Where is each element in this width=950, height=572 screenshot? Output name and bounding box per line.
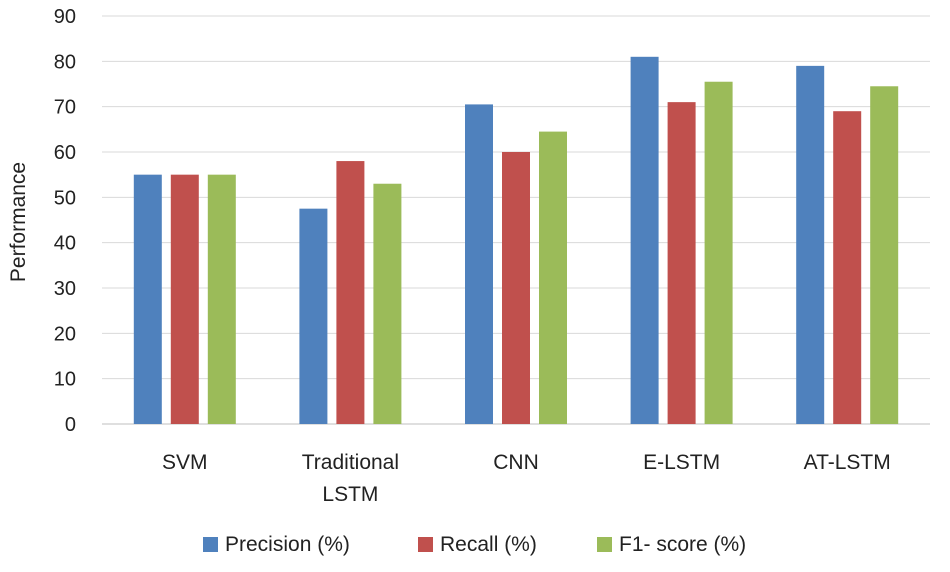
y-tick-label: 80 xyxy=(54,51,76,73)
legend-swatch xyxy=(203,537,218,552)
bar-f1-score-1 xyxy=(373,183,402,424)
bar-f1-score-4 xyxy=(870,86,899,425)
legend-swatch xyxy=(418,537,433,552)
legend: Precision (%) Recall (%) F1- score (%) xyxy=(203,533,746,556)
legend-label: F1- score (%) xyxy=(619,533,746,556)
bar-precision-4 xyxy=(796,65,825,424)
bar-recall-2 xyxy=(502,152,530,424)
x-axis-category-labels: SVM Traditional LSTM CNN E-LSTM AT-LSTM xyxy=(162,451,891,506)
y-tick-label: 30 xyxy=(54,278,76,300)
y-tick-label: 90 xyxy=(54,6,76,28)
bar-precision-2 xyxy=(465,104,493,425)
y-tick-label: 50 xyxy=(54,187,76,209)
x-category-label: CNN xyxy=(493,451,539,474)
x-category-label: AT-LSTM xyxy=(804,451,891,474)
bar-recall-4 xyxy=(833,111,862,424)
y-tick-label: 0 xyxy=(65,414,76,436)
bar-recall-3 xyxy=(667,102,696,424)
legend-label: Recall (%) xyxy=(440,533,537,556)
y-tick-label: 20 xyxy=(54,323,76,345)
legend-label: Precision (%) xyxy=(225,533,350,556)
x-category-label: E-LSTM xyxy=(643,451,720,474)
y-axis-label: Performance xyxy=(7,162,30,282)
x-category-label: SVM xyxy=(162,451,208,474)
legend-swatch xyxy=(597,537,612,552)
bar-f1-score-0 xyxy=(207,174,236,424)
y-tick-label: 60 xyxy=(54,142,76,164)
y-tick-label: 10 xyxy=(54,369,76,391)
bar-precision-3 xyxy=(630,56,659,425)
y-axis-tick-labels: 0 10 20 30 40 50 60 70 80 90 xyxy=(54,6,76,436)
bars xyxy=(133,56,899,425)
y-tick-label: 70 xyxy=(54,97,76,119)
bar-recall-1 xyxy=(336,161,365,425)
bar-recall-0 xyxy=(170,174,199,424)
y-tick-label: 40 xyxy=(54,233,76,255)
bar-precision-1 xyxy=(299,208,328,424)
bar-f1-score-2 xyxy=(539,131,567,424)
x-category-label: Traditional LSTM xyxy=(302,451,399,506)
bar-f1-score-3 xyxy=(704,81,733,424)
bar-precision-0 xyxy=(133,174,162,424)
